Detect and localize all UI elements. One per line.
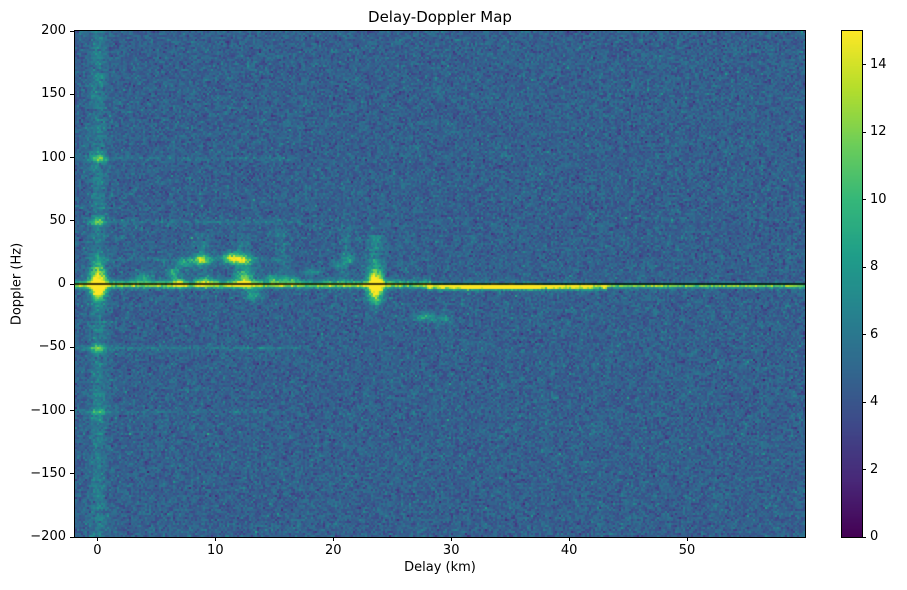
- y-tick-label: −200: [30, 529, 66, 544]
- colorbar-tick-mark: [862, 131, 866, 133]
- y-tick-mark: [70, 346, 74, 348]
- colorbar-canvas: [842, 31, 862, 537]
- colorbar-tick-label: 10: [870, 191, 887, 207]
- y-tick-mark: [70, 283, 74, 285]
- colorbar-tick-mark: [862, 334, 866, 336]
- colorbar-tick-label: 14: [870, 56, 887, 72]
- x-tick-label: 50: [678, 543, 696, 558]
- y-tick-mark: [70, 220, 74, 222]
- x-tick-label: 20: [324, 543, 342, 558]
- chart-title: Delay-Doppler Map: [368, 8, 512, 26]
- y-tick-mark: [70, 30, 74, 32]
- x-tick-mark: [686, 537, 688, 541]
- y-tick-label: −150: [30, 465, 66, 481]
- y-tick-mark: [70, 157, 74, 158]
- y-tick-label: 0: [57, 276, 66, 291]
- colorbar-tick-label: 8: [870, 259, 879, 275]
- colorbar-tick-mark: [862, 64, 866, 66]
- x-tick-mark: [450, 537, 452, 541]
- colorbar-tick-mark: [862, 469, 866, 471]
- x-tick-label: 10: [207, 543, 224, 558]
- colorbar-tick-mark: [862, 266, 866, 268]
- colorbar-tick-mark: [862, 536, 866, 538]
- y-tick-label: 50: [49, 212, 66, 228]
- colorbar-tick-label: 2: [870, 461, 879, 477]
- x-tick-mark: [214, 537, 216, 541]
- y-tick-label: 200: [41, 23, 66, 38]
- plot-area: [74, 30, 806, 538]
- x-tick-label: 40: [560, 543, 578, 558]
- x-tick-label: 0: [93, 543, 102, 558]
- colorbar-tick-mark: [862, 199, 866, 201]
- y-tick-mark: [70, 473, 74, 475]
- x-axis-label: Delay (km): [404, 560, 476, 575]
- colorbar-tick-label: 4: [870, 394, 879, 410]
- colorbar-tick-label: 12: [870, 124, 887, 140]
- y-tick-mark: [70, 93, 74, 95]
- heatmap-canvas: [75, 31, 805, 537]
- y-tick-label: 150: [41, 86, 66, 102]
- x-tick-label: 30: [442, 543, 460, 558]
- y-tick-mark: [70, 536, 74, 538]
- y-tick-label: 100: [41, 149, 66, 165]
- colorbar: [841, 30, 863, 538]
- x-tick-mark: [332, 537, 334, 541]
- y-tick-label: −50: [38, 339, 66, 355]
- x-tick-mark: [568, 537, 570, 541]
- colorbar-tick-label: 0: [870, 529, 879, 544]
- colorbar-tick-label: 6: [870, 326, 879, 342]
- colorbar-tick-mark: [862, 401, 866, 403]
- y-tick-mark: [70, 410, 74, 411]
- y-tick-label: −100: [30, 402, 66, 418]
- x-tick-mark: [96, 537, 98, 541]
